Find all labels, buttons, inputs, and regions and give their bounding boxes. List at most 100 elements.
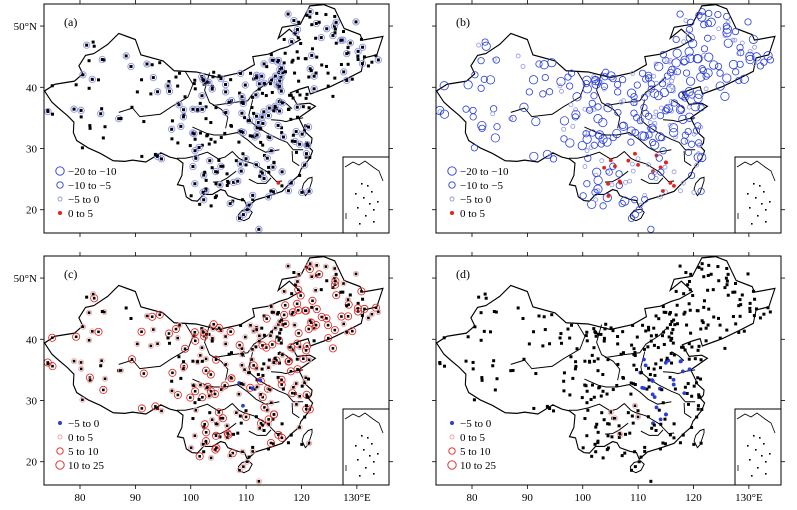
station-marker (703, 68, 713, 78)
station-marker (630, 71, 636, 76)
station-marker (298, 394, 301, 398)
station-marker (314, 21, 318, 25)
station-marker (90, 330, 94, 333)
station-marker (672, 35, 680, 44)
station-ring (266, 439, 275, 448)
station-marker (695, 139, 703, 147)
station-marker (493, 123, 501, 131)
station-marker (592, 327, 596, 331)
station-marker (295, 357, 299, 361)
station-ring (238, 93, 246, 101)
station-marker (286, 12, 290, 16)
station-marker (271, 442, 275, 446)
station-marker (303, 381, 306, 385)
station-marker (562, 389, 566, 393)
station-marker (221, 164, 225, 168)
station-ring (191, 147, 199, 155)
station-marker (295, 90, 299, 94)
station-ring (164, 82, 172, 90)
taiwan-island (694, 429, 704, 447)
x-tick-label: 90 (522, 492, 534, 504)
station-ring (278, 168, 286, 176)
station-ring (346, 39, 354, 47)
inset-island (757, 467, 759, 469)
station-marker (85, 43, 89, 47)
station-marker (635, 206, 643, 214)
station-ring (281, 288, 288, 295)
station-marker (160, 409, 163, 413)
station-marker (671, 328, 675, 332)
south-china-sea-inset (342, 156, 390, 234)
station-marker (700, 262, 704, 266)
station-marker (661, 401, 665, 405)
station-marker (296, 115, 300, 119)
station-marker (320, 315, 324, 319)
station-marker (606, 446, 610, 450)
station-marker (659, 422, 663, 426)
station-marker (483, 292, 487, 296)
station-marker (685, 33, 695, 43)
station-marker (314, 36, 318, 40)
inset-island (761, 203, 763, 205)
station-marker (219, 388, 223, 391)
station-marker (212, 322, 216, 326)
station-marker (290, 391, 294, 395)
station-marker (738, 314, 742, 318)
station-marker (481, 38, 489, 46)
station-marker (201, 443, 205, 446)
station-marker (150, 63, 154, 67)
station-marker (197, 145, 201, 149)
station-marker (671, 341, 675, 345)
inset-island (355, 193, 357, 195)
station-marker (737, 49, 745, 57)
station-marker (562, 379, 566, 383)
station-marker (722, 28, 732, 38)
station-marker (334, 20, 338, 24)
station-marker (202, 198, 206, 202)
station-marker (119, 369, 123, 372)
station-marker (685, 391, 689, 395)
station-marker (686, 283, 690, 287)
station-ring (305, 265, 314, 274)
station-ring (197, 352, 204, 359)
station-ring (296, 291, 305, 300)
station-marker (269, 334, 272, 337)
station-ring (226, 327, 235, 336)
station-marker (763, 51, 773, 61)
station-marker (480, 376, 484, 380)
station-marker (633, 351, 637, 355)
station-ring (303, 264, 310, 271)
station-marker (668, 375, 672, 379)
station-marker (653, 61, 659, 67)
station-marker (346, 62, 350, 66)
station-marker (541, 344, 545, 348)
station-marker (629, 392, 633, 396)
station-marker (685, 25, 694, 34)
station-marker (262, 153, 266, 157)
station-ring (360, 304, 369, 313)
station-marker (272, 160, 276, 164)
station-marker (716, 265, 720, 269)
station-marker (341, 290, 345, 294)
station-marker (50, 336, 54, 340)
station-ring (302, 150, 311, 158)
station-marker (611, 416, 615, 420)
station-ring (294, 285, 303, 294)
station-marker (245, 208, 249, 212)
station-marker (469, 106, 477, 115)
station-ring (94, 327, 103, 336)
station-ring (189, 105, 197, 113)
station-marker (229, 99, 233, 103)
station-marker (582, 75, 592, 85)
station-marker (660, 334, 664, 338)
inset-island (373, 473, 375, 475)
station-marker (241, 198, 245, 202)
station-marker (630, 109, 638, 117)
station-marker (179, 376, 183, 380)
station-marker (332, 24, 336, 28)
station-marker (189, 194, 193, 198)
station-marker (531, 116, 541, 127)
inset-island (763, 443, 765, 445)
inset-island (373, 209, 375, 211)
station-marker (217, 326, 221, 330)
